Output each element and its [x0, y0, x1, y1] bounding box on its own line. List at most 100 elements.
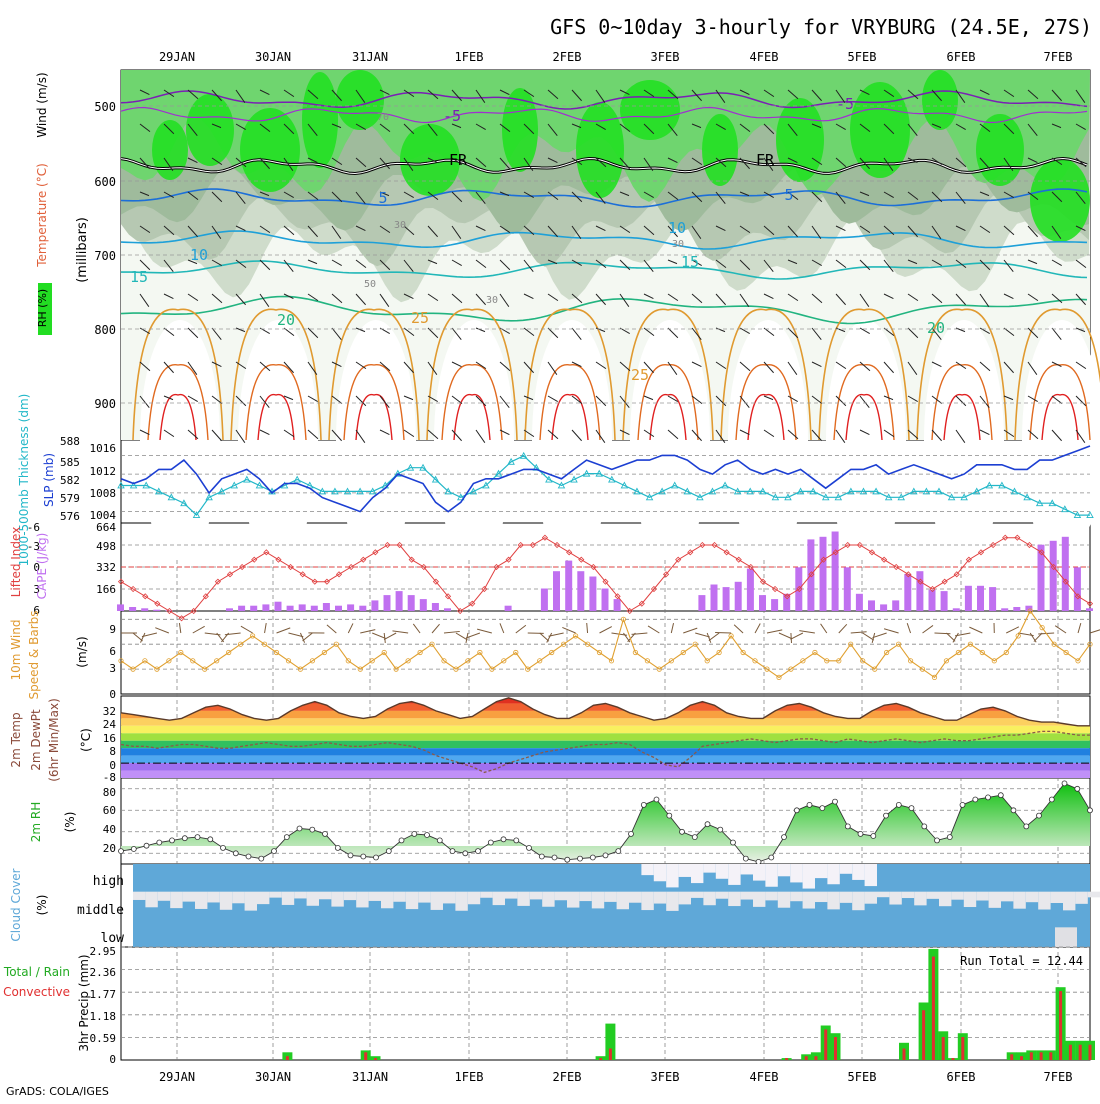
wind-barb-10m — [934, 633, 950, 634]
cloud-gap-middle — [753, 892, 765, 907]
cape-bar — [820, 537, 827, 611]
wind-barb-10m — [1090, 628, 1100, 633]
rh-point — [909, 806, 914, 811]
cape-bar — [505, 606, 512, 611]
date-label-top: 4FEB — [750, 50, 779, 64]
rh-point — [820, 806, 825, 811]
temp-ylabel-unit: (°C) — [79, 728, 93, 752]
cloud-gap-high — [765, 864, 777, 887]
wind-barb-10m — [648, 626, 659, 633]
cape-bar — [1086, 608, 1093, 611]
date-label-top: 29JAN — [159, 50, 195, 64]
cloud-gap-middle — [728, 892, 740, 906]
rh-point — [807, 802, 812, 807]
wind-barb-10m — [709, 633, 719, 641]
cloud-gap-middle — [517, 892, 529, 906]
cloud-gap-middle — [1088, 892, 1100, 898]
upper-ylabel-rh: RH (%) — [36, 289, 49, 327]
cape-bar — [880, 604, 887, 611]
date-label-top: 30JAN — [255, 50, 291, 64]
rh-point — [743, 856, 748, 861]
wind-barb-10m — [821, 624, 827, 633]
rh-point — [425, 833, 430, 838]
wind-barb-10m — [384, 633, 396, 640]
upper-ytick: 500 — [94, 100, 116, 114]
temp-band — [121, 771, 1090, 778]
rh-point — [399, 838, 404, 843]
cape-bar — [141, 608, 148, 611]
rh-point — [335, 845, 340, 850]
cloud-gap-middle — [356, 892, 368, 908]
cape-bar — [323, 603, 330, 611]
upper-ytick: 800 — [94, 323, 116, 337]
contour-label: -5 — [836, 95, 854, 113]
temp-band — [121, 703, 1090, 710]
cloud-gap-middle — [666, 892, 678, 911]
rh-point — [935, 838, 940, 843]
rh-point — [782, 835, 787, 840]
cloud-gap-middle — [145, 892, 157, 908]
wind-barb-10m — [179, 623, 180, 633]
cloud-gap-middle — [654, 892, 666, 904]
precip-conv-bar — [961, 1037, 964, 1060]
cloud-gap-middle — [927, 892, 939, 899]
upper-ytick: 900 — [94, 397, 116, 411]
rh-point — [896, 802, 901, 807]
rh-point — [718, 827, 723, 832]
thickness-ytick: 579 — [60, 492, 80, 505]
wind-barb-10m — [779, 633, 792, 639]
rh-point — [348, 853, 353, 858]
cloud-gap-middle — [257, 892, 269, 904]
cloud-gap-middle — [1013, 892, 1025, 909]
precip-conv-bar — [1010, 1054, 1013, 1060]
cloud-gap-high — [803, 864, 815, 889]
contour-label: 30 — [394, 220, 406, 231]
rh-point — [310, 827, 315, 832]
date-label-top: 7FEB — [1044, 50, 1073, 64]
wind-barb-10m — [241, 626, 253, 633]
contour-label: -5 — [443, 107, 461, 125]
contour-label: 5 — [378, 189, 387, 207]
cloud-gap-middle — [827, 892, 839, 910]
date-label-bottom: 4FEB — [750, 1070, 779, 1084]
wind-barb-10m — [755, 624, 760, 633]
thickness-ytick: 582 — [60, 474, 80, 487]
cape-bar — [299, 604, 306, 611]
rh-ylabel-unit: (%) — [63, 812, 77, 833]
wind-barb-10m — [1055, 626, 1066, 633]
slp-ytick: 1012 — [90, 465, 117, 478]
cloud-gap-middle — [852, 892, 864, 911]
cape-bar — [965, 586, 972, 611]
cape-bar — [1062, 537, 1069, 611]
wind-barb-10m — [707, 633, 711, 643]
precip-panel: Run Total = 12.44 — [121, 947, 1095, 1060]
wind-barb-10m — [734, 625, 743, 633]
temp-band — [121, 696, 1090, 703]
cape-bar — [311, 606, 318, 611]
rh-point — [272, 849, 277, 854]
contour-label: 20 — [927, 319, 945, 337]
wind-barb-10m — [953, 633, 958, 642]
contour-label: 10 — [668, 219, 686, 237]
rh-ylabel: 2m RH — [29, 802, 43, 843]
date-label-bottom: 1FEB — [455, 1070, 484, 1084]
rh-point — [527, 845, 532, 850]
precip-conv-bar — [1069, 1045, 1072, 1060]
temp-band — [121, 733, 1090, 740]
temp-ylabel-dew: 2m DewPt — [29, 709, 43, 771]
date-label-bottom: 31JAN — [352, 1070, 388, 1084]
contour-label: 25 — [631, 366, 649, 384]
thickness-ytick: 588 — [60, 435, 80, 448]
contour-label: 15 — [681, 253, 699, 271]
precip-ytick: 2.95 — [90, 945, 117, 958]
rh-point — [463, 851, 468, 856]
precip-ytick: 1.77 — [90, 988, 117, 1001]
cape-bar — [916, 571, 923, 611]
cloud-gap-high — [716, 864, 728, 879]
cloud-gap-high — [815, 864, 827, 878]
cloud-gap-middle — [889, 892, 901, 905]
date-label-bottom: 30JAN — [255, 1070, 291, 1084]
wind-barb-10m — [432, 624, 440, 633]
cloud-gap-middle — [480, 892, 492, 898]
rh-blob — [302, 72, 338, 168]
